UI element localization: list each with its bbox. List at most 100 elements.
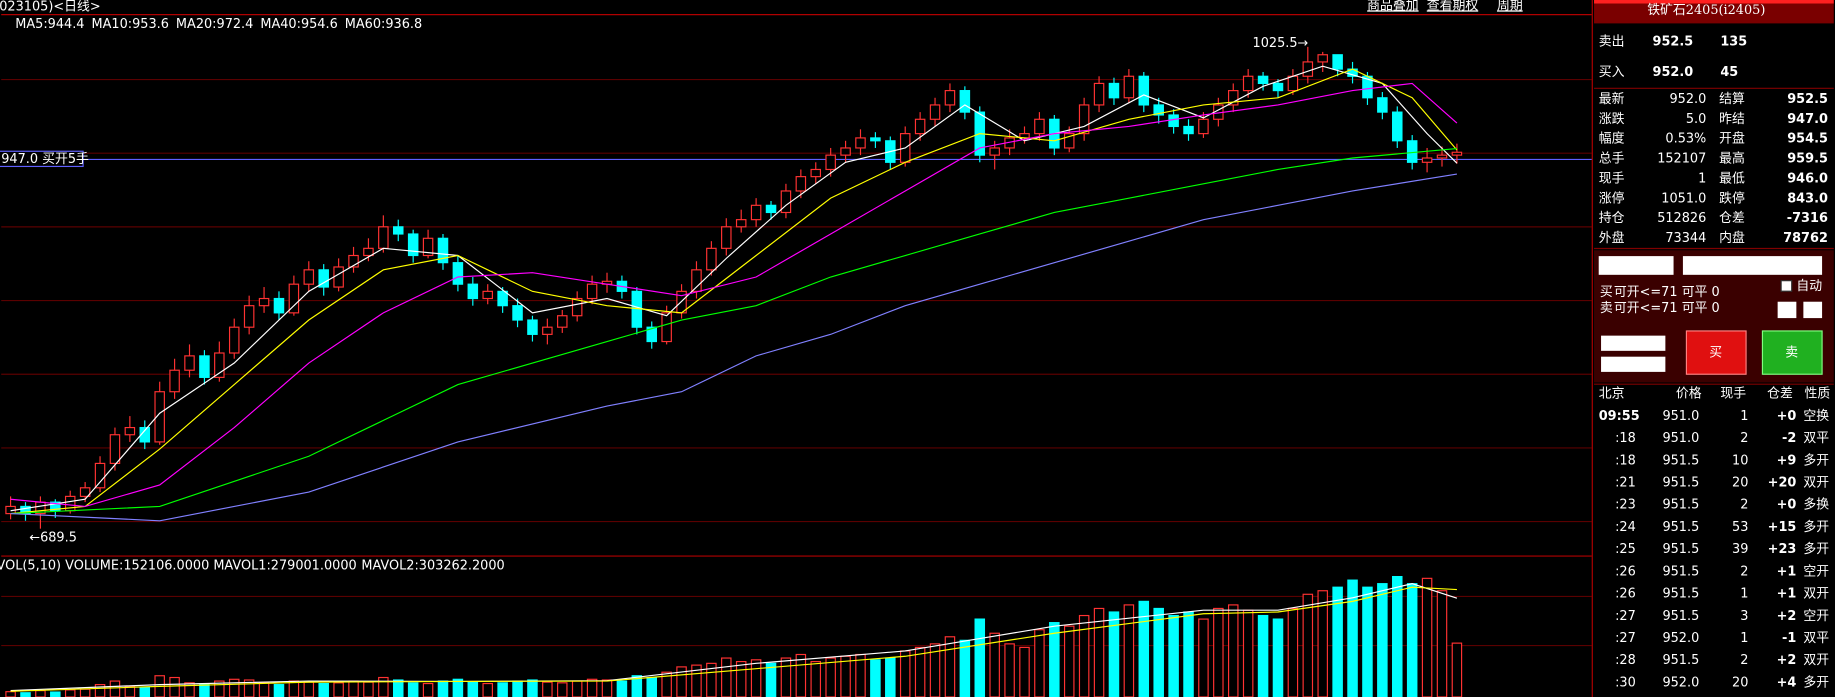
reset-label: 复 <box>1806 302 1819 317</box>
check-button[interactable] <box>1777 301 1797 319</box>
volume-bar <box>109 680 121 697</box>
candle-body <box>467 283 479 300</box>
volume-bar <box>1302 593 1314 697</box>
candle-body <box>691 269 702 292</box>
volume-bar <box>94 684 106 697</box>
candle-body <box>1257 75 1269 85</box>
ma-legend: MA20:972.4 <box>176 17 253 32</box>
check-label: 查 <box>1781 302 1794 317</box>
volume-bar <box>542 681 553 697</box>
tick-nature: 多开 <box>1803 542 1829 557</box>
ma-legend: MA5:944.4 <box>15 17 84 32</box>
volume-bar <box>750 659 762 697</box>
quote-value: 952.5 <box>1787 92 1828 107</box>
toolbar-link[interactable]: 商品叠加 <box>1367 0 1418 13</box>
close-all-label: 全平 <box>1605 335 1631 351</box>
tick-time: :26 <box>1615 587 1636 602</box>
order-label-box <box>0 150 84 168</box>
tick-time: :18 <box>1615 453 1636 468</box>
tick-price: 951.5 <box>1662 564 1699 579</box>
tick-price: 952.0 <box>1662 675 1699 690</box>
candle-body <box>273 297 285 314</box>
candle-body <box>1302 61 1314 77</box>
volume-bar <box>1063 625 1075 697</box>
quote-qty: 135 <box>1720 35 1747 50</box>
quote-value: 0.53% <box>1665 132 1706 147</box>
toolbar-link[interactable]: 查看期权 <box>1427 0 1479 13</box>
auto-label: 自动 <box>1796 279 1822 294</box>
tick-price: 951.5 <box>1662 498 1699 513</box>
title-bar <box>1594 0 1834 24</box>
toolbar-link[interactable]: 周期 <box>1497 0 1523 13</box>
sell-button[interactable] <box>1761 330 1823 375</box>
ma-line <box>10 583 1458 692</box>
volume-bar <box>1227 604 1239 697</box>
candle-body <box>706 247 717 271</box>
volume-bar <box>527 679 538 697</box>
volume-bar <box>392 679 404 697</box>
quote-value: 946.0 <box>1787 171 1828 186</box>
quote-label: 买入 <box>1599 65 1625 80</box>
quote-label: 结算 <box>1719 92 1745 107</box>
candle-body <box>959 90 971 113</box>
volume-bar <box>959 639 971 697</box>
title-accent <box>1594 0 1834 4</box>
candle-body <box>407 233 419 257</box>
ma-line <box>10 68 1458 515</box>
tick-time: :26 <box>1615 564 1636 579</box>
volume-bar <box>780 657 792 697</box>
price-type-select[interactable] <box>1682 256 1823 275</box>
tick-oi-change: -1 <box>1782 631 1796 646</box>
candle-body <box>318 269 329 288</box>
tick-qty: 39 <box>1732 542 1748 557</box>
quote-label: 现手 <box>1599 171 1625 186</box>
ma-legend: MA60:936.8 <box>345 17 422 32</box>
volume-bar <box>288 680 300 697</box>
volume-bar <box>422 682 434 697</box>
tick-price: 951.5 <box>1662 587 1699 602</box>
volume-bar <box>810 660 822 697</box>
reset-button[interactable] <box>1803 301 1823 319</box>
volume-bar <box>840 655 851 697</box>
close-all-button[interactable] <box>1601 335 1666 351</box>
candle-body <box>482 290 493 300</box>
candle-body <box>929 104 941 120</box>
candle-body <box>1392 111 1403 142</box>
volume-bar <box>512 680 523 697</box>
candle-body <box>333 266 344 288</box>
tick-oi-change: +15 <box>1768 520 1797 535</box>
candle-body <box>1123 75 1135 99</box>
cancel-all-button[interactable] <box>1601 356 1666 372</box>
buy-button[interactable] <box>1685 330 1747 375</box>
volume-bar <box>601 679 613 697</box>
ma-legend: MA40:954.6 <box>260 17 337 32</box>
candle-body <box>1227 90 1239 106</box>
candle-body <box>139 426 151 443</box>
qty-value: 1 <box>1603 258 1611 273</box>
volume-bar <box>974 618 986 697</box>
volume-bar <box>482 682 493 697</box>
volume-bar <box>35 690 46 697</box>
volume-bar <box>557 682 568 697</box>
candle-body <box>1436 154 1448 159</box>
volume-bar <box>691 664 702 697</box>
tick-nature: 双开 <box>1803 653 1829 668</box>
candle-body <box>422 237 434 257</box>
candle-body <box>184 355 195 371</box>
candle-body <box>199 355 210 378</box>
candle-body <box>1063 133 1075 149</box>
quote-value: 952.0 <box>1669 92 1706 107</box>
candle-body <box>1138 75 1150 106</box>
buy-label: 买 <box>1709 346 1722 361</box>
volume-bar <box>50 691 61 697</box>
auto-checkbox[interactable] <box>1780 280 1793 292</box>
candle-body <box>1451 151 1463 156</box>
volume-bar <box>169 676 180 697</box>
qty-input[interactable] <box>1598 256 1674 275</box>
tick-time: :24 <box>1615 520 1636 535</box>
tick-oi-change: +23 <box>1768 542 1797 557</box>
ma-line <box>10 65 1458 512</box>
tick-nature: 双平 <box>1803 431 1829 446</box>
candle-body <box>288 283 300 314</box>
volume-bar <box>64 689 76 697</box>
